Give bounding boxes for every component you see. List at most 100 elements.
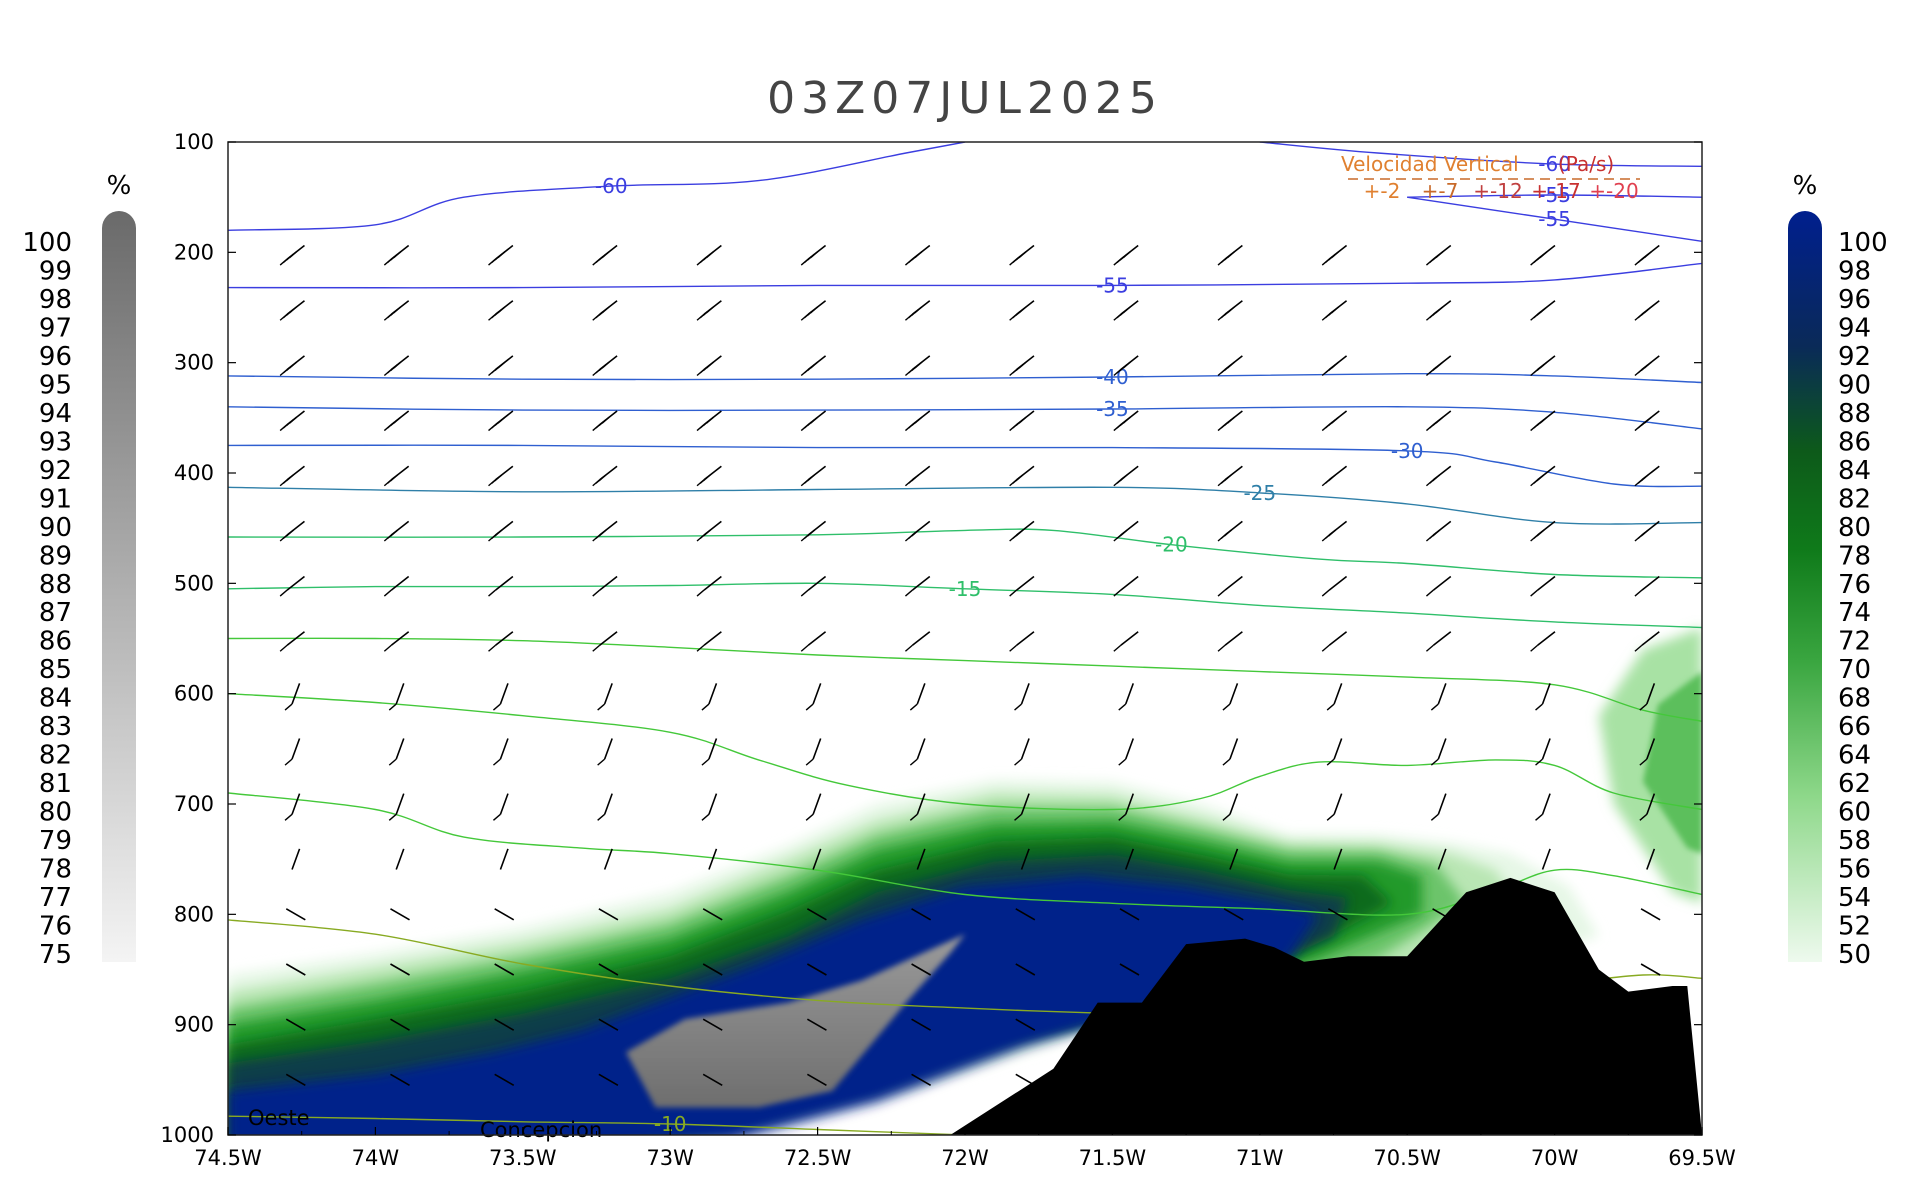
right-colorbar-label: 54	[1838, 883, 1871, 913]
wind-barb	[1530, 300, 1556, 321]
left-colorbar-label: 100	[22, 228, 72, 258]
left-colorbar-label: 98	[39, 285, 72, 315]
left-colorbar-label: 96	[39, 342, 72, 372]
left-colorbar-label: 78	[39, 855, 72, 885]
wind-barb	[598, 963, 619, 976]
left-colorbar-label: 93	[39, 427, 72, 457]
wind-barb	[904, 631, 931, 652]
wind-barb	[702, 908, 723, 921]
legend-item: +-2	[1364, 179, 1401, 203]
temperature-contour	[228, 1115, 966, 1135]
wind-barb	[598, 908, 619, 921]
rh-gray-blob	[626, 934, 965, 1108]
right-colorbar-label: 64	[1838, 741, 1871, 771]
wind-barb	[1326, 683, 1343, 711]
wind-barb	[492, 738, 509, 766]
wind-barb	[383, 410, 410, 432]
wind-barb	[1217, 300, 1243, 321]
wind-barb	[1530, 575, 1556, 597]
temperature-contour	[228, 582, 1702, 629]
wind-barb	[1530, 355, 1556, 377]
wind-barb	[1217, 410, 1243, 432]
right-colorbar-label: 56	[1838, 855, 1871, 885]
wind-barb	[1014, 793, 1030, 821]
wind-barb	[1530, 520, 1556, 542]
wind-barb	[390, 908, 410, 921]
temperature-contour	[1407, 194, 1702, 198]
wind-barb	[1217, 465, 1243, 487]
wind-barb	[1430, 793, 1447, 821]
wind-barb	[696, 410, 722, 432]
legend-title: Velocidad Vertical	[1341, 152, 1519, 176]
contour-label: -10	[654, 1112, 687, 1136]
wind-barb	[904, 355, 931, 377]
wind-barb	[488, 410, 514, 432]
wind-barb	[1217, 244, 1243, 266]
wind-barb	[1535, 793, 1551, 821]
x-tick-label: 73W	[646, 1146, 694, 1170]
contour-label: -55	[1538, 183, 1571, 207]
wind-barb	[1646, 848, 1656, 870]
wind-barb	[285, 963, 306, 976]
contour-label: -25	[1243, 481, 1276, 505]
wind-barb	[284, 683, 301, 711]
wind-barb	[285, 908, 306, 921]
wind-barb	[904, 410, 931, 432]
y-tick-label: 400	[174, 461, 214, 485]
wind-barb	[383, 465, 410, 487]
wind-barb	[1321, 410, 1348, 432]
wind-barb	[499, 848, 509, 870]
wind-barb	[1530, 465, 1556, 487]
wind-barb	[279, 575, 305, 597]
x-tick-label: 72.5W	[784, 1146, 852, 1170]
y-tick-label: 500	[174, 571, 214, 595]
wind-barb	[806, 1073, 827, 1086]
wind-barb	[1015, 1018, 1036, 1031]
left-colorbar-label: 75	[39, 940, 72, 970]
wind-barb	[800, 355, 827, 377]
wind-barb	[488, 300, 514, 321]
wind-barb	[1118, 683, 1135, 711]
x-tick-label: 72W	[941, 1146, 989, 1170]
wind-barb	[909, 683, 926, 711]
wind-barb	[1425, 631, 1452, 652]
wind-barb	[1321, 465, 1348, 487]
wind-barb	[696, 465, 722, 487]
wind-barb	[494, 963, 515, 976]
wind-barb	[911, 963, 932, 976]
chart-title: 03Z07JUL2025	[767, 73, 1163, 124]
wind-barb	[800, 410, 827, 432]
left-colorbar-label: 77	[39, 883, 72, 913]
wind-barb	[1425, 300, 1452, 321]
right-colorbar-label: 86	[1838, 427, 1871, 457]
wind-barb	[284, 738, 301, 766]
wind-barb	[1425, 244, 1452, 266]
wind-barb	[1321, 575, 1348, 597]
right-colorbar-label: 70	[1838, 655, 1871, 685]
wind-barb	[701, 683, 718, 711]
right-colorbar-label: 76	[1838, 570, 1871, 600]
wind-barb	[702, 963, 723, 976]
wind-barb	[800, 300, 827, 321]
legend-item: +-20	[1589, 179, 1638, 203]
right-colorbar-label: 94	[1838, 313, 1871, 343]
x-tick-label: 70W	[1531, 1146, 1579, 1170]
wind-barb	[806, 908, 827, 921]
wind-barb	[904, 465, 931, 487]
wind-barb	[1327, 908, 1348, 921]
rh-right-core	[1643, 671, 1702, 854]
wind-barb	[488, 631, 514, 652]
wind-barb	[1326, 793, 1343, 821]
wind-barb	[395, 848, 405, 870]
x-tick-label: 73.5W	[489, 1146, 557, 1170]
wind-barb	[488, 520, 514, 542]
y-tick-label: 1000	[161, 1123, 214, 1147]
wind-barb	[492, 683, 509, 711]
wind-barb	[904, 520, 931, 542]
wind-barb	[909, 738, 926, 766]
wind-barb	[279, 631, 305, 652]
y-tick-label: 600	[174, 682, 214, 706]
wind-barb	[1113, 631, 1139, 652]
right-colorbar-label: 92	[1838, 342, 1871, 372]
wind-barb	[1634, 244, 1660, 266]
